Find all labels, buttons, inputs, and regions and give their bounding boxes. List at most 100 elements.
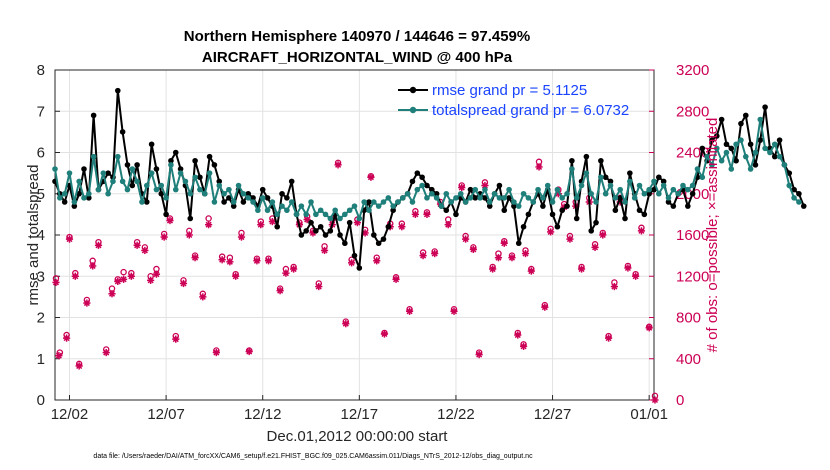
- asterisk-stroke: [632, 273, 639, 280]
- y-axis-right-ticks: 0400800120016002000240028003200: [649, 62, 709, 409]
- series-point-rmse: [342, 240, 348, 247]
- x-tick-label: 01/01: [630, 406, 668, 423]
- series-point-totalspread: [259, 195, 266, 201]
- asterisk-stroke: [514, 331, 521, 339]
- series-point-rmse: [796, 190, 802, 197]
- obs-assimilated-marker: [114, 277, 122, 286]
- y-right-tick-label: 400: [676, 351, 701, 368]
- series-point-totalspread: [641, 190, 648, 197]
- series-point-rmse: [433, 190, 440, 197]
- series-point-totalspread: [419, 182, 425, 189]
- series-point-totalspread: [206, 170, 213, 176]
- series-point-totalspread: [540, 195, 546, 201]
- obs-assimilated-marker: [205, 221, 213, 229]
- series-point-totalspread: [346, 207, 353, 214]
- asterisk-stroke: [246, 348, 253, 355]
- series-point-rmse: [786, 170, 793, 176]
- series-point-rmse: [419, 174, 425, 181]
- series-point-totalspread: [139, 199, 145, 205]
- series-point-totalspread: [680, 182, 686, 189]
- series-point-totalspread: [598, 174, 604, 181]
- obs-assimilated-marker: [423, 210, 431, 218]
- series-point-rmse: [206, 153, 213, 160]
- obs-assimilated-marker: [398, 223, 406, 231]
- asterisk-stroke: [128, 273, 135, 280]
- series-point-totalspread: [564, 190, 570, 197]
- series-point-totalspread: [689, 182, 696, 189]
- series-point-totalspread: [226, 186, 232, 193]
- series-point-totalspread: [124, 186, 131, 193]
- asterisk-stroke: [566, 236, 573, 243]
- series-point-rmse: [424, 182, 430, 189]
- series-point-totalspread: [90, 153, 97, 160]
- chart-title-line1: Northern Hemisphere 140970 / 144646 = 97…: [184, 28, 530, 45]
- series-point-rmse: [211, 162, 218, 168]
- series-point-totalspread: [86, 190, 92, 197]
- obs-assimilated-marker: [133, 241, 141, 249]
- asterisk-stroke: [265, 257, 272, 264]
- series-point-rmse: [699, 145, 706, 152]
- obs-assimilated-marker: [141, 246, 149, 255]
- series-point-rmse: [274, 223, 281, 230]
- series-point-rmse: [172, 149, 179, 156]
- series-point-rmse: [540, 203, 546, 209]
- obs-assimilated-marker: [519, 342, 528, 350]
- obs-assimilated-marker: [444, 221, 452, 229]
- series-point-rmse: [752, 162, 759, 168]
- series-point-rmse: [288, 178, 295, 185]
- series-point-totalspread: [709, 162, 715, 168]
- series-point-totalspread: [588, 190, 595, 197]
- series-point-totalspread: [515, 203, 522, 209]
- series-point-rmse: [593, 219, 599, 226]
- obs-assimilated-marker: [276, 287, 284, 295]
- series-point-totalspread: [400, 195, 406, 201]
- series-point-totalspread: [501, 195, 508, 201]
- obs-assimilated-marker: [405, 307, 414, 315]
- asterisk-stroke: [462, 236, 469, 243]
- asterisk-stroke: [578, 265, 585, 273]
- obs-assimilated-marker: [232, 272, 240, 280]
- series-lines: [52, 87, 807, 271]
- asterisk-stroke: [470, 246, 477, 253]
- series-point-rmse: [602, 174, 609, 181]
- series-point-totalspread: [612, 195, 619, 201]
- series-point-totalspread: [651, 178, 657, 185]
- series-point-totalspread: [535, 186, 541, 193]
- series-point-rmse: [81, 166, 87, 172]
- obs-assimilated-marker: [226, 258, 234, 266]
- y-right-tick-label: 3200: [676, 62, 709, 79]
- series-point-rmse: [414, 170, 421, 176]
- series-point-totalspread: [153, 186, 160, 193]
- series-point-totalspread: [255, 207, 261, 214]
- series-point-rmse: [453, 211, 459, 218]
- asterisk-stroke: [638, 227, 645, 234]
- obs-assimilated-marker: [651, 396, 659, 404]
- series-point-rmse: [168, 157, 174, 164]
- series-point-totalspread: [631, 195, 638, 201]
- series-point-rmse: [153, 166, 160, 172]
- asterisk-stroke: [520, 343, 527, 350]
- asterisk-stroke: [277, 287, 284, 294]
- series-point-rmse: [380, 236, 387, 242]
- series-point-totalspread: [100, 170, 107, 176]
- series-point-rmse: [520, 223, 527, 230]
- series-point-rmse: [90, 112, 97, 119]
- series-point-totalspread: [665, 195, 672, 201]
- series-point-totalspread: [424, 195, 430, 201]
- series-point-totalspread: [317, 207, 324, 214]
- series-point-totalspread: [670, 186, 677, 193]
- series-point-totalspread: [491, 190, 498, 197]
- obs-assimilated-marker: [94, 241, 103, 249]
- asterisk-stroke: [423, 211, 431, 218]
- y-right-tick-label: 1600: [676, 227, 709, 244]
- asterisk-stroke: [373, 257, 380, 264]
- series-point-totalspread: [366, 207, 372, 214]
- obs-assimilated-marker: [52, 278, 60, 287]
- asterisk-stroke: [541, 304, 548, 311]
- series-point-rmse: [689, 190, 696, 197]
- x-axis-label: Dec.01,2012 00:00:00 start: [267, 428, 449, 445]
- obs-assimilated-marker: [624, 264, 632, 272]
- series-point-rmse: [240, 199, 247, 205]
- y-left-tick-label: 4: [37, 227, 45, 244]
